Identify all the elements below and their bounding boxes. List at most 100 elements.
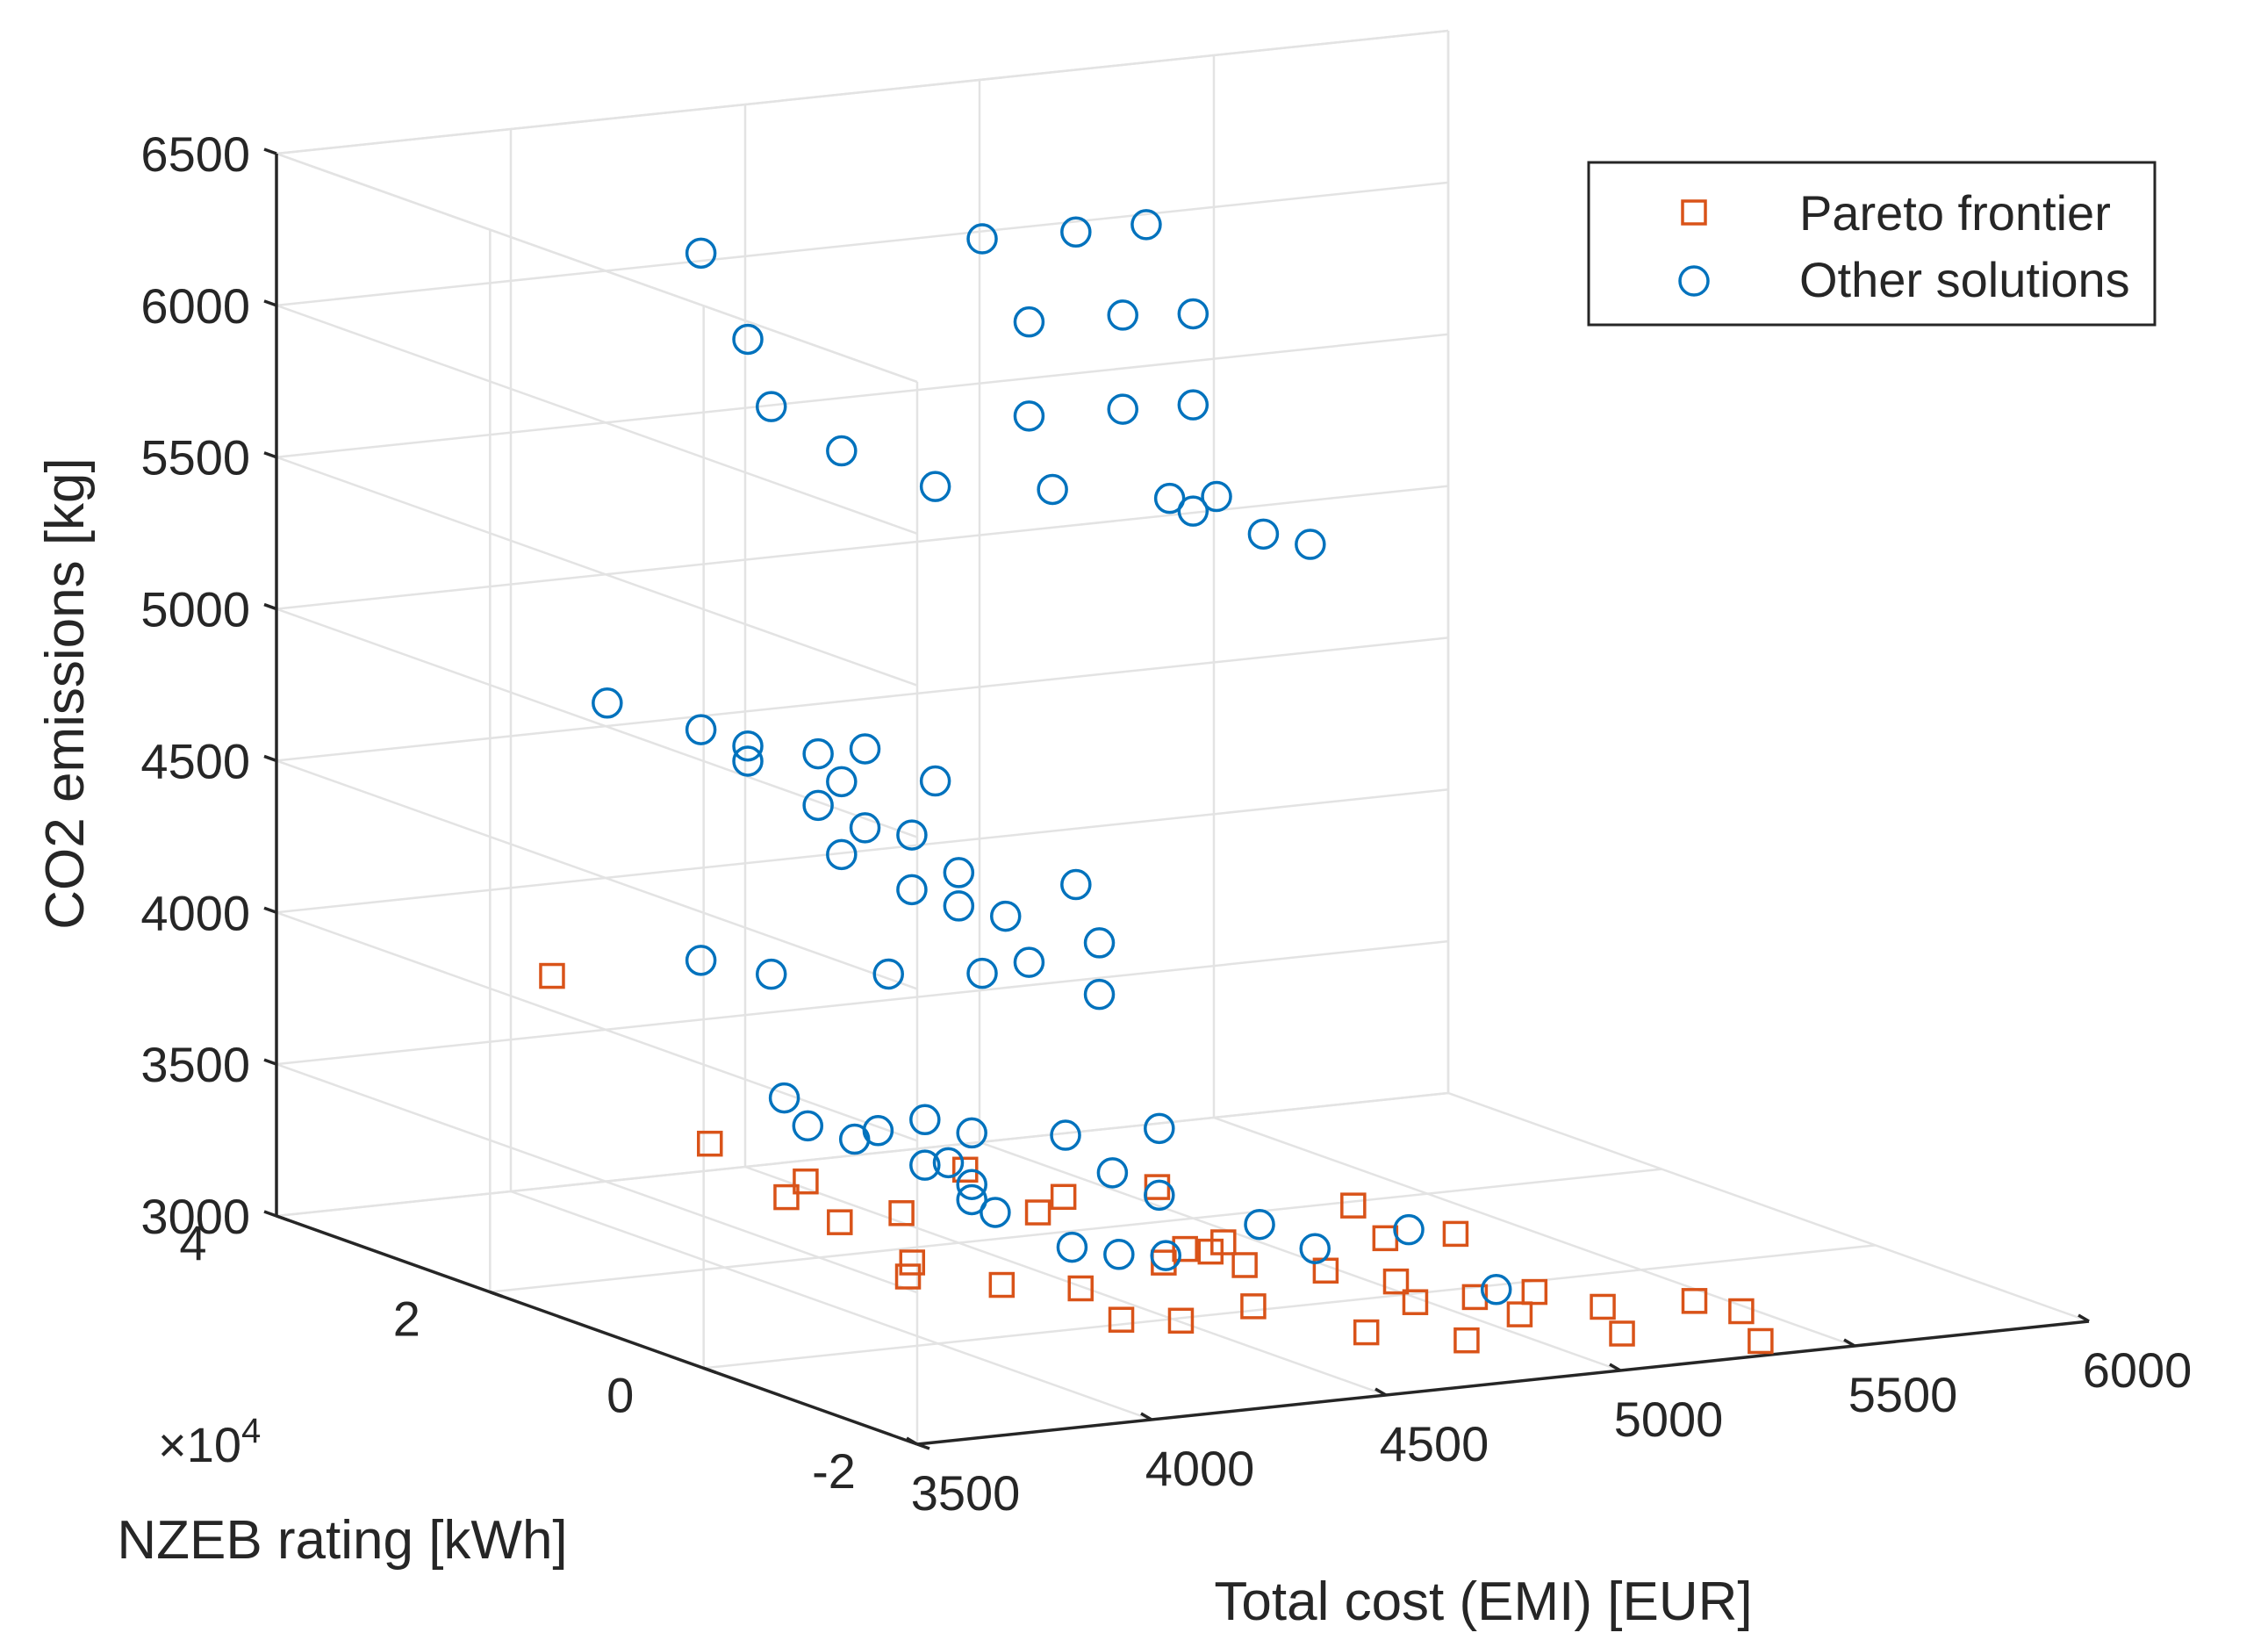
z-tick-label: 5000 <box>140 582 250 637</box>
x-tick-label: 5000 <box>1614 1392 1724 1447</box>
x-tick-mark <box>1843 1338 1855 1348</box>
pareto-point <box>952 1156 979 1183</box>
other-solution-point <box>1177 389 1209 421</box>
data-points <box>539 209 1774 1355</box>
back-wall-grid-line <box>276 637 1449 762</box>
other-solution-point <box>1299 1233 1331 1264</box>
y-tick-label: 4 <box>179 1215 206 1270</box>
back-wall-grid-line <box>276 333 1449 458</box>
other-solution-point <box>919 471 951 502</box>
y-tick-mark <box>276 1214 290 1222</box>
other-solution-point <box>1201 480 1232 513</box>
other-solution-point <box>1244 1208 1275 1241</box>
z-tick-mark <box>263 906 277 914</box>
other-solution-point <box>1393 1213 1425 1246</box>
floor-grid-line <box>1213 1116 1855 1348</box>
legend: Pareto frontier Other solutions <box>1587 161 2157 327</box>
y-axis-label: NZEB rating [kWh] <box>117 1510 567 1571</box>
other-solution-point <box>980 1197 1011 1228</box>
y-tick-label: 0 <box>606 1367 634 1422</box>
other-solution-point <box>685 714 717 745</box>
other-solution-point <box>802 789 834 822</box>
pareto-point <box>1240 1293 1267 1320</box>
left-wall-grid-line <box>276 456 918 687</box>
other-solution-point <box>1083 927 1116 959</box>
legend-pareto-label: Pareto frontier <box>1799 185 2111 241</box>
pareto-point <box>1590 1293 1616 1320</box>
pareto-point <box>1382 1268 1410 1295</box>
other-solution-point <box>943 890 975 922</box>
other-solution-point <box>1056 1231 1088 1263</box>
y-tick-mark <box>489 1291 503 1298</box>
other-solution-point <box>943 857 975 888</box>
other-solution-point <box>849 812 881 844</box>
x-tick-mark <box>2078 1313 2090 1323</box>
pareto-point <box>1108 1306 1135 1333</box>
pareto-point <box>1144 1174 1171 1200</box>
floor-grid-line <box>979 1140 1621 1372</box>
z-tick-mark <box>263 299 277 307</box>
other-solution-point <box>919 765 951 797</box>
pareto-point <box>1067 1275 1094 1302</box>
pareto-point <box>793 1168 819 1195</box>
other-solution-point <box>1013 400 1045 432</box>
pareto-point <box>1402 1289 1429 1315</box>
pareto-point <box>1681 1288 1708 1314</box>
legend-box <box>1587 161 2157 327</box>
other-solution-point <box>896 874 928 906</box>
pareto-point <box>1609 1320 1635 1347</box>
y-tick-mark <box>916 1442 930 1450</box>
x-tick-label: 5500 <box>1848 1367 1958 1422</box>
left-wall-grid-line <box>276 911 918 1142</box>
other-solution-point <box>1050 1119 1081 1151</box>
other-solution-point <box>932 1147 965 1179</box>
other-solution-point <box>1096 1157 1129 1189</box>
floor-grid-line <box>490 1168 1662 1293</box>
other-solution-point <box>849 733 881 765</box>
pareto-point <box>894 1263 922 1290</box>
x-tick-mark <box>1609 1363 1621 1372</box>
other-solution-point <box>1103 1239 1135 1270</box>
z-tick-label: 3500 <box>140 1037 250 1092</box>
z-tick-mark <box>263 451 277 459</box>
z-tick-mark <box>263 1210 277 1218</box>
pareto-point <box>539 962 565 989</box>
other-solution-point <box>1013 946 1045 978</box>
back-wall-grid-line <box>276 485 1449 610</box>
other-solution-point <box>1144 1112 1175 1145</box>
x-tick-mark <box>1140 1412 1152 1421</box>
x-tick-label: 4000 <box>1145 1441 1255 1496</box>
pareto-point <box>773 1183 800 1211</box>
other-solution-point <box>909 1104 941 1136</box>
left-wall-grid-line <box>276 1062 918 1294</box>
other-solution-point <box>1060 216 1092 248</box>
other-solution-point <box>826 435 858 467</box>
pareto-point <box>697 1130 723 1157</box>
back-wall-grid-line <box>276 788 1449 914</box>
pareto-point <box>1506 1301 1533 1327</box>
other-solution-point <box>826 838 858 871</box>
axes <box>263 147 2090 1450</box>
other-solution-point <box>1060 868 1092 901</box>
z-tick-mark <box>263 147 277 155</box>
z-axis-label: CO2 emissions [kg] <box>35 457 96 930</box>
other-solution-point <box>755 391 787 422</box>
back-wall-grid-line <box>276 1091 1449 1218</box>
back-wall-grid-line <box>276 939 1449 1066</box>
left-wall-grid-line <box>276 759 918 990</box>
other-solution-point <box>732 745 764 777</box>
pareto-point <box>1748 1327 1774 1355</box>
pareto-point <box>1231 1252 1258 1278</box>
other-solution-point <box>1153 482 1186 514</box>
z-tick-mark <box>263 754 277 763</box>
legend-pareto-marker <box>1681 199 1707 226</box>
other-solution-point <box>1130 209 1162 241</box>
z-tick-label: 4500 <box>140 733 250 788</box>
grid-lines <box>275 29 2090 1446</box>
other-solution-point <box>966 223 998 255</box>
floor-grid-line <box>703 1244 1876 1370</box>
pareto-point <box>1521 1278 1548 1306</box>
x-tick-mark <box>1374 1387 1387 1397</box>
pareto-point <box>1442 1220 1469 1248</box>
